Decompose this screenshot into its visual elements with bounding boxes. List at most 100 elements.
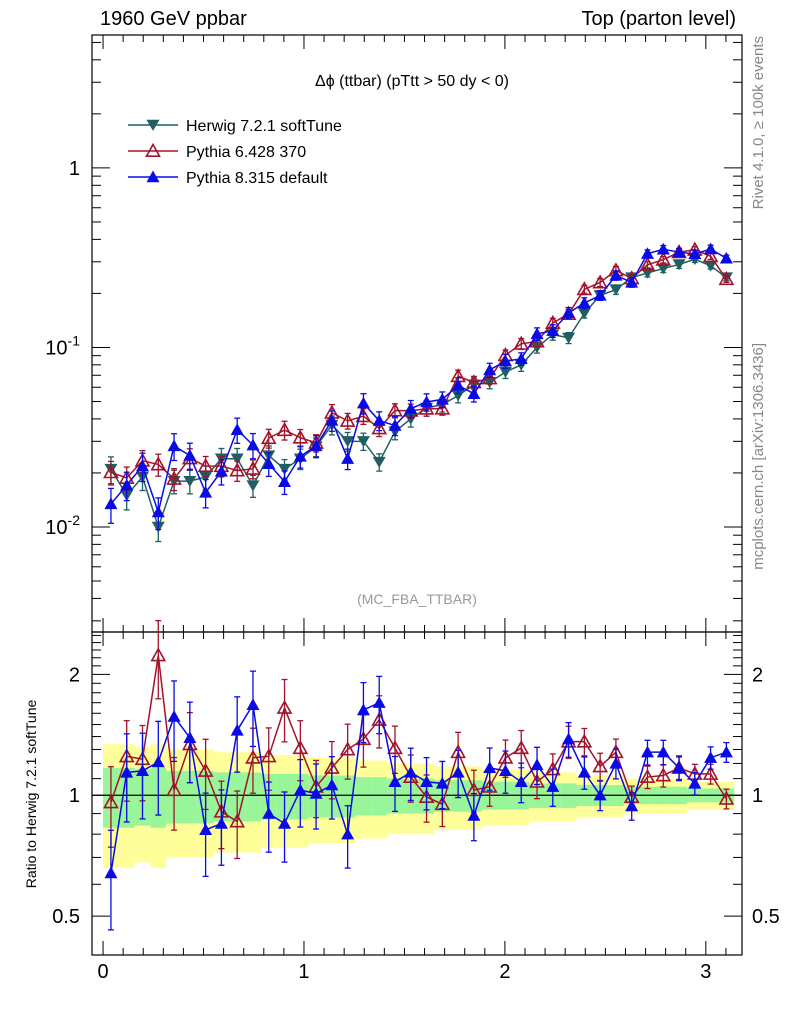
- data-point-herwig: [356, 436, 370, 448]
- series-line-herwig: [110, 258, 727, 530]
- data-point-pythia8: [183, 448, 197, 461]
- series-line-pythia8: [110, 248, 727, 515]
- y-tick-exponent: -1: [68, 332, 81, 348]
- ratio-point-pythia8: [593, 788, 607, 801]
- ratio-point-pythia8: [546, 780, 560, 792]
- data-point-pythia8: [199, 485, 213, 498]
- y-tick-exponent: -2: [68, 512, 81, 528]
- data-point-pythia6: [418, 400, 435, 415]
- ratio-ylabel: Ratio to Herwig 7.2.1 softTune: [23, 699, 39, 888]
- ratio-point-pythia8: [104, 866, 118, 879]
- x-tick-label: 0: [97, 961, 108, 983]
- data-point-pythia6: [103, 464, 119, 479]
- data-point-pythia8: [593, 288, 607, 301]
- ratio-point-pythia8: [704, 751, 718, 763]
- ratio-point-pythia6: [245, 749, 261, 764]
- ratio-point-pythia8: [309, 786, 323, 799]
- ratio-point-pythia8: [451, 765, 465, 778]
- main-plot-series: [103, 241, 735, 543]
- ratio-point-pythia6: [276, 699, 293, 714]
- data-point-pythia6: [718, 271, 735, 286]
- ratio-point-pythia8: [530, 758, 544, 771]
- data-point-pythia8: [577, 296, 591, 309]
- ratio-point-pythia8: [672, 761, 686, 774]
- ratio-point-pythia8: [577, 765, 591, 778]
- ratio-point-pythia6: [434, 796, 451, 811]
- ratio-point-pythia8: [514, 775, 528, 788]
- series-line-pythia6: [110, 248, 728, 480]
- ratio-point-pythia8: [151, 755, 165, 768]
- series-pythia8: [104, 242, 733, 531]
- ratio-y-tick-label-left: 1: [69, 785, 80, 807]
- data-point-pythia8: [120, 478, 134, 491]
- ratio-point-pythia8: [688, 776, 702, 789]
- data-point-pythia8: [356, 396, 370, 409]
- ratio-point-pythia8: [719, 745, 733, 758]
- ratio-series-pythia8: [104, 670, 733, 931]
- ratio-point-pythia6: [576, 733, 593, 748]
- data-point-herwig: [562, 332, 576, 344]
- data-point-pythia8: [293, 449, 307, 462]
- ratio-point-pythia6: [339, 741, 356, 756]
- y-tick-base: 10: [45, 517, 67, 539]
- ratio-point-pythia8: [136, 764, 150, 777]
- ratio-point-pythia6: [197, 762, 214, 777]
- ratio-point-pythia6: [513, 739, 530, 755]
- data-point-herwig: [530, 342, 544, 354]
- ratio-point-pythia6: [592, 758, 609, 773]
- data-point-pythia6: [434, 400, 451, 415]
- data-point-pythia8: [609, 268, 623, 281]
- data-point-pythia6: [245, 460, 261, 475]
- band-inner-bin: [181, 770, 198, 824]
- ratio-point-pythia8: [388, 775, 402, 788]
- band-inner-bin: [371, 777, 388, 816]
- ratio-point-pythia8: [404, 765, 418, 778]
- ratio-point-pythia8: [293, 783, 307, 796]
- data-point-pythia8: [498, 354, 512, 367]
- data-point-herwig: [672, 259, 686, 271]
- ratio-point-pythia8: [262, 807, 276, 819]
- data-point-herwig: [230, 453, 244, 465]
- ratio-point-pythia8: [199, 823, 213, 836]
- ratio-point-pythia6: [260, 748, 277, 763]
- data-point-pythia6: [513, 335, 530, 350]
- ratio-point-pythia8: [341, 827, 355, 840]
- ratio-point-pythia8: [120, 765, 134, 778]
- data-point-pythia8: [246, 438, 260, 451]
- ratio-point-pythia6: [166, 781, 182, 797]
- data-point-pythia8: [136, 459, 150, 472]
- ratio-point-pythia6: [718, 790, 735, 805]
- x-tick-label: 1: [298, 961, 309, 983]
- data-point-pythia6: [229, 462, 246, 477]
- data-point-pythia8: [388, 419, 402, 431]
- plot-title: Δϕ (ttbar) (pTtt > 50 dy < 0): [315, 73, 509, 90]
- ratio-point-pythia8: [483, 761, 497, 774]
- uncertainty-band: [103, 744, 735, 868]
- data-point-pythia8: [309, 439, 323, 452]
- ratio-plot-series: [103, 620, 735, 931]
- header-right: Top (parton level): [581, 8, 736, 30]
- series-pythia6: [103, 241, 735, 492]
- data-point-herwig: [372, 456, 386, 468]
- data-point-pythia6: [481, 370, 498, 385]
- data-point-pythia8: [420, 395, 434, 408]
- data-point-herwig: [498, 366, 512, 378]
- data-point-pythia6: [592, 274, 609, 289]
- ratio-frame: [91, 631, 743, 956]
- data-point-pythia8: [562, 306, 576, 319]
- ratio-point-pythia8: [420, 775, 434, 788]
- data-point-pythia8: [719, 251, 733, 264]
- ratio-point-pythia6: [529, 773, 545, 788]
- ratio-point-pythia8: [467, 809, 481, 821]
- legend-label-herwig: Herwig 7.2.1 softTune: [186, 118, 342, 135]
- data-point-pythia8: [640, 247, 654, 259]
- data-point-pythia8: [704, 242, 718, 255]
- data-point-pythia6: [166, 470, 182, 485]
- ratio-point-pythia6: [481, 778, 498, 793]
- ratio-point-pythia8: [183, 731, 197, 744]
- y-tick-label: 10-1: [45, 332, 80, 359]
- ratio-point-pythia8: [640, 745, 654, 758]
- data-point-pythia8: [451, 378, 465, 391]
- data-point-pythia6: [276, 421, 293, 437]
